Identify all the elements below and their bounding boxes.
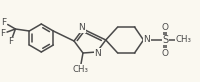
Text: N: N [94,48,101,57]
Text: O: O [162,48,169,57]
Text: O: O [162,22,169,31]
Text: N: N [79,24,85,32]
Text: CH₃: CH₃ [175,36,191,45]
Text: F: F [0,29,5,38]
Text: F: F [8,37,13,46]
Text: N: N [144,36,150,45]
Text: F: F [1,18,6,27]
Text: S: S [162,35,168,45]
Text: CH₃: CH₃ [73,65,89,73]
